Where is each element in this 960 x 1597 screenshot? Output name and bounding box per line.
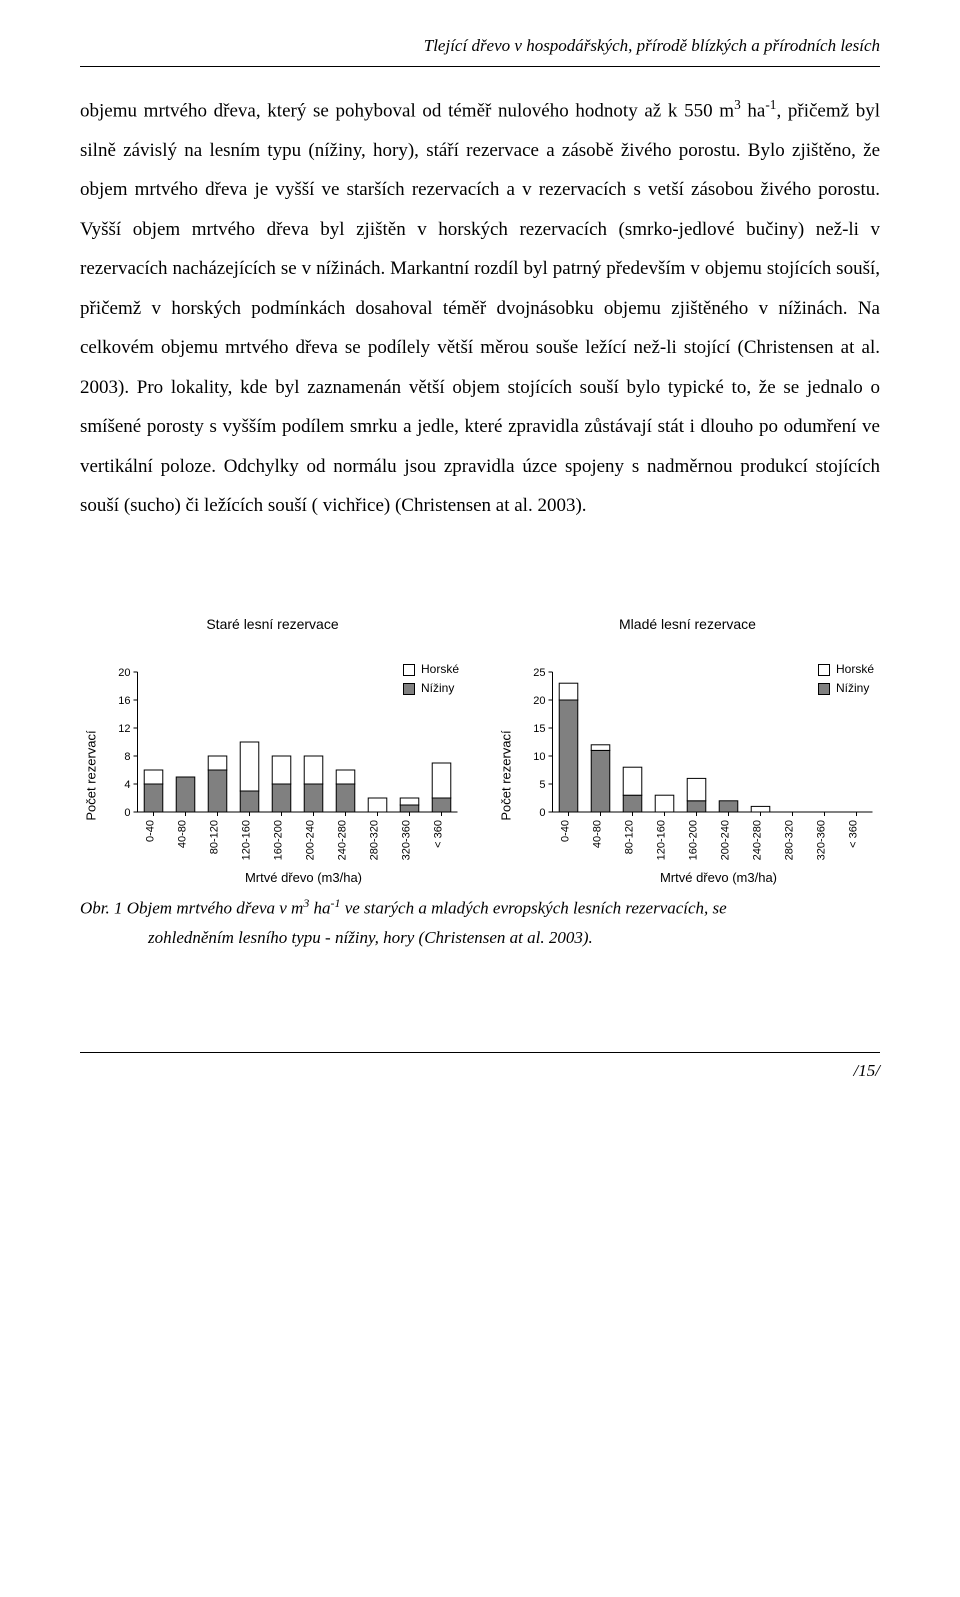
- svg-text:200-240: 200-240: [720, 820, 732, 860]
- x-axis-label-right: Mrtvé dřevo (m3/ha): [517, 870, 880, 885]
- figure-1: Staré lesní rezervace Horské Nížiny Poče…: [80, 616, 880, 885]
- svg-text:120-160: 120-160: [656, 820, 668, 860]
- svg-text:16: 16: [118, 695, 130, 707]
- chart-title-right: Mladé lesní rezervace: [495, 616, 880, 632]
- svg-text:10: 10: [533, 751, 545, 763]
- svg-text:20: 20: [533, 695, 545, 707]
- svg-text:4: 4: [124, 779, 130, 791]
- legend-swatch-niziny: [818, 683, 830, 695]
- legend-label-horske: Horské: [421, 660, 459, 679]
- legend-swatch-horske: [403, 664, 415, 676]
- svg-text:200-240: 200-240: [305, 820, 317, 860]
- legend-item-horske: Horské: [403, 660, 459, 679]
- svg-text:280-320: 280-320: [369, 820, 381, 860]
- legend-item-niziny: Nížiny: [818, 679, 874, 698]
- svg-text:40-80: 40-80: [592, 820, 604, 848]
- svg-text:320-360: 320-360: [401, 820, 413, 860]
- svg-text:160-200: 160-200: [273, 820, 285, 860]
- svg-text:0: 0: [124, 807, 130, 819]
- figure-caption: Obr. 1 Objem mrtvého dřeva v m3 ha-1 ve …: [80, 893, 880, 952]
- chart-title-left: Staré lesní rezervace: [80, 616, 465, 632]
- document-page: Tlející dřevo v hospodářských, přírodě b…: [0, 0, 960, 1141]
- chart-legend-right: Horské Nížiny: [818, 660, 874, 698]
- legend-swatch-horske: [818, 664, 830, 676]
- running-header: Tlející dřevo v hospodářských, přírodě b…: [80, 36, 880, 67]
- y-axis-label-left: Počet rezervací: [84, 730, 99, 820]
- svg-text:< 360: < 360: [848, 820, 860, 848]
- svg-text:12: 12: [118, 723, 130, 735]
- legend-item-niziny: Nížiny: [403, 679, 459, 698]
- svg-text:80-120: 80-120: [209, 820, 221, 854]
- svg-text:8: 8: [124, 751, 130, 763]
- legend-label-horske: Horské: [836, 660, 874, 679]
- legend-swatch-niziny: [403, 683, 415, 695]
- chart-panel-right: Mladé lesní rezervace Horské Nížiny Poče…: [495, 616, 880, 885]
- svg-text:5: 5: [539, 779, 545, 791]
- svg-text:40-80: 40-80: [177, 820, 189, 848]
- svg-text:25: 25: [533, 667, 545, 679]
- svg-text:160-200: 160-200: [688, 820, 700, 860]
- svg-text:280-320: 280-320: [784, 820, 796, 860]
- legend-item-horske: Horské: [818, 660, 874, 679]
- legend-label-niziny: Nížiny: [421, 679, 454, 698]
- y-axis-label-right: Počet rezervací: [499, 730, 514, 820]
- body-paragraph: objemu mrtvého dřeva, který se pohyboval…: [80, 91, 880, 526]
- legend-label-niziny: Nížiny: [836, 679, 869, 698]
- chart-legend-left: Horské Nížiny: [403, 660, 459, 698]
- svg-text:0-40: 0-40: [560, 820, 572, 842]
- page-number: /15/: [80, 1052, 880, 1081]
- svg-text:0: 0: [539, 807, 545, 819]
- svg-text:80-120: 80-120: [624, 820, 636, 854]
- svg-text:0-40: 0-40: [145, 820, 157, 842]
- x-axis-label-left: Mrtvé dřevo (m3/ha): [102, 870, 465, 885]
- svg-text:240-280: 240-280: [752, 820, 764, 860]
- svg-text:15: 15: [533, 723, 545, 735]
- svg-text:320-360: 320-360: [816, 820, 828, 860]
- svg-text:20: 20: [118, 667, 130, 679]
- svg-text:120-160: 120-160: [241, 820, 253, 860]
- chart-panel-left: Staré lesní rezervace Horské Nížiny Poče…: [80, 616, 465, 885]
- svg-text:240-280: 240-280: [337, 820, 349, 860]
- svg-text:< 360: < 360: [433, 820, 445, 848]
